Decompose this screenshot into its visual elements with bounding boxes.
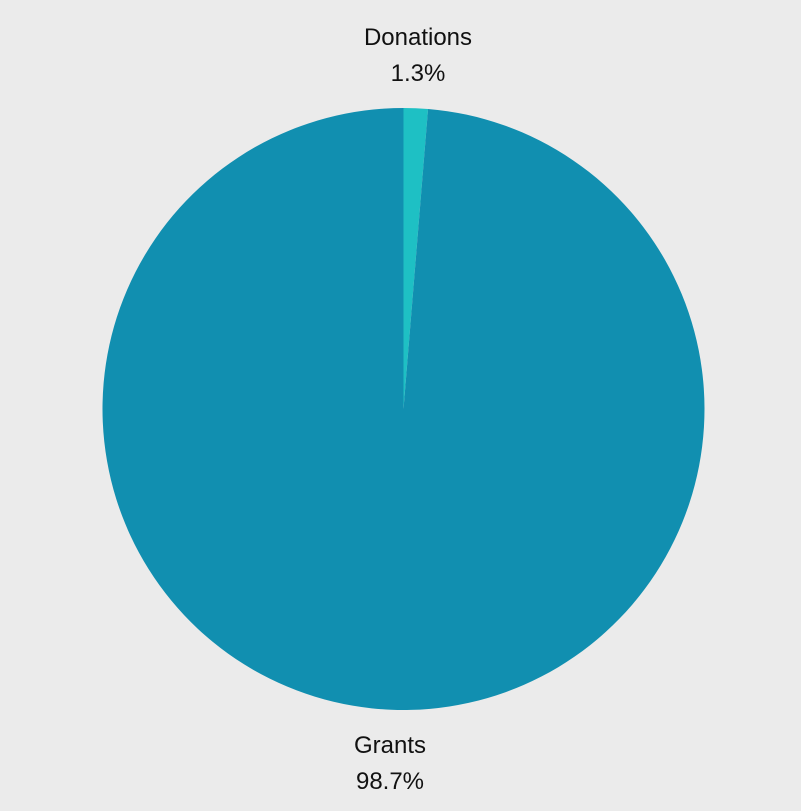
pie-slice-donations [403,108,429,409]
slice-label-grants: Grants [354,732,426,759]
slice-value-donations: 1.3% [391,60,446,87]
pie-slices [102,108,705,710]
slice-value-grants: 98.7% [356,768,424,795]
slice-label-donations: Donations [364,24,472,51]
pie-slice-grants [102,108,705,710]
